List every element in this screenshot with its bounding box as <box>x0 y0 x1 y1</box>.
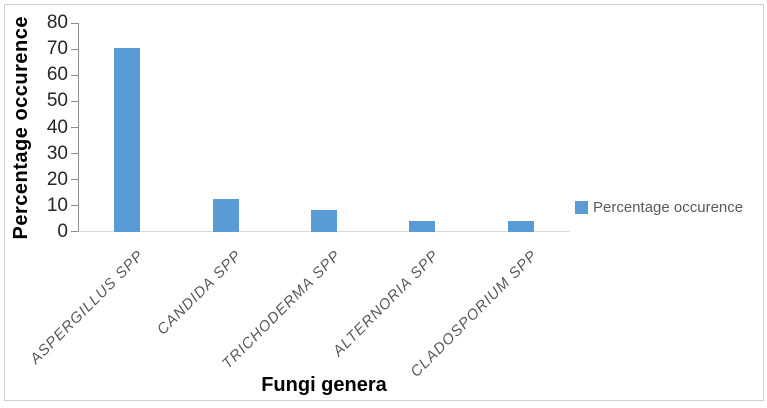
y-tick-label: 30 <box>46 142 68 164</box>
y-tick-mark <box>71 205 78 207</box>
y-tick-label: 0 <box>57 221 68 242</box>
y-tick-mark <box>71 48 78 50</box>
y-tick-mark <box>71 127 78 128</box>
legend: Percentage occurence <box>575 199 743 216</box>
bar <box>114 47 141 232</box>
y-tick-mark <box>71 22 78 24</box>
y-tick-label: 80 <box>46 12 68 33</box>
bar <box>507 220 534 232</box>
y-tick-label: 70 <box>46 38 68 60</box>
y-tick-label: 60 <box>46 64 68 86</box>
x-axis-title: Fungi genera <box>261 374 387 396</box>
bar <box>409 220 436 232</box>
legend-label: Percentage occurence <box>593 199 744 216</box>
y-tick-mark <box>71 100 78 102</box>
legend-swatch-icon <box>575 201 588 214</box>
y-tick-label: 10 <box>46 194 68 216</box>
bar <box>311 209 337 232</box>
y-tick-label: 20 <box>46 168 68 190</box>
y-tick-mark <box>71 153 78 155</box>
y-tick-mark <box>71 231 78 232</box>
y-tick-label: 50 <box>46 90 68 112</box>
y-tick-mark <box>71 179 78 181</box>
bar <box>212 199 239 232</box>
y-tick-label: 40 <box>46 116 68 138</box>
y-tick-mark <box>71 74 78 76</box>
plot-area <box>78 23 570 232</box>
